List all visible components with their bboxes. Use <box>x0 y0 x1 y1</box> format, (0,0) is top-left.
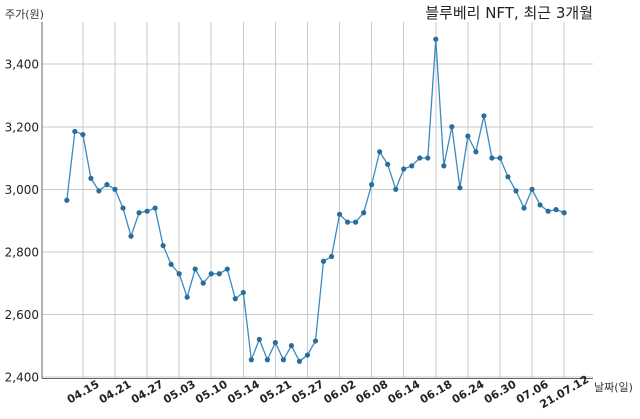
data-point <box>256 336 262 343</box>
data-point <box>393 186 399 192</box>
data-point <box>232 296 238 302</box>
data-point <box>144 208 150 214</box>
data-point <box>88 175 94 181</box>
data-point <box>377 149 383 155</box>
data-point <box>336 211 343 217</box>
data-point <box>537 202 543 208</box>
x-axis-label: 날짜(일) <box>594 380 633 394</box>
data-point <box>409 163 415 169</box>
data-points <box>64 36 567 364</box>
data-point <box>96 188 102 194</box>
data-point <box>473 149 479 155</box>
data-point <box>385 161 391 167</box>
data-point <box>176 271 182 277</box>
data-point <box>120 205 126 211</box>
data-point <box>361 210 367 216</box>
data-point <box>280 357 287 363</box>
data-point <box>248 357 254 363</box>
data-point <box>136 210 142 216</box>
data-point <box>80 131 86 138</box>
y-tick-label: 3,200 <box>5 120 39 134</box>
data-point <box>433 36 439 42</box>
data-point <box>184 294 190 300</box>
data-point <box>353 219 359 225</box>
data-point <box>344 219 351 225</box>
data-point <box>72 128 78 135</box>
data-point <box>449 124 455 130</box>
y-tick-label: 2,600 <box>5 308 39 322</box>
data-point <box>192 266 198 272</box>
data-point <box>152 205 158 211</box>
data-point <box>457 185 463 191</box>
data-point <box>64 197 70 203</box>
data-point <box>240 289 246 296</box>
data-point <box>465 133 471 139</box>
data-point <box>521 205 527 211</box>
data-point <box>112 186 118 192</box>
y-tick-label: 2,800 <box>5 245 39 259</box>
data-point <box>320 258 327 264</box>
data-point <box>369 182 375 188</box>
data-point <box>513 188 519 194</box>
data-point <box>401 166 407 172</box>
data-point <box>561 210 567 216</box>
y-tick-label: 3,400 <box>5 58 39 72</box>
data-point <box>272 339 278 346</box>
data-point <box>304 352 311 358</box>
data-point <box>224 266 230 272</box>
data-point <box>529 186 535 192</box>
chart-title: 블루베리 NFT, 최근 3개월 <box>425 4 593 22</box>
data-point <box>288 343 295 349</box>
data-point <box>264 357 270 363</box>
data-point <box>545 208 551 214</box>
y-axis-ticks: 2,400 2,600 2,800 3,000 3,200 3,400 <box>5 58 39 385</box>
data-point <box>497 155 503 161</box>
data-point <box>441 163 447 169</box>
data-point <box>553 207 559 213</box>
data-point <box>128 233 134 239</box>
y-axis-label: 주가(원) <box>5 8 44 21</box>
data-point <box>296 358 303 364</box>
data-point <box>104 182 110 188</box>
data-point <box>481 113 487 119</box>
data-point <box>216 271 222 277</box>
data-point <box>208 271 214 277</box>
data-point <box>417 155 423 161</box>
data-point <box>505 174 511 180</box>
data-point <box>489 155 495 161</box>
data-point <box>425 155 431 161</box>
y-tick-label: 3,000 <box>5 183 39 197</box>
gridlines <box>42 22 593 379</box>
y-tick-label: 2,400 <box>5 370 39 384</box>
data-point <box>160 242 166 249</box>
data-point <box>312 338 319 344</box>
data-point <box>168 261 174 267</box>
data-point <box>200 280 206 286</box>
data-point <box>328 253 335 260</box>
